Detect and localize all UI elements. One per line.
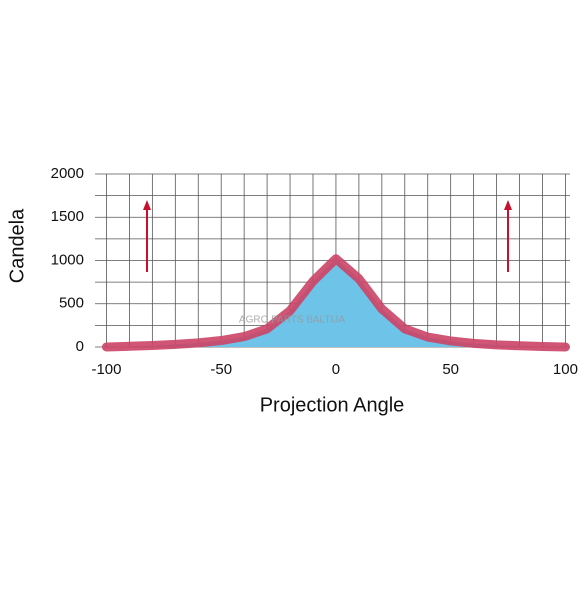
x-tick-label: 50	[442, 361, 459, 378]
plot	[101, 254, 570, 352]
x-tick-label: 0	[332, 361, 340, 378]
arrowhead	[504, 200, 512, 210]
line	[101, 254, 570, 352]
arrowhead	[143, 200, 151, 210]
x-tick-label: 100	[553, 361, 578, 378]
y-tick-label: 2000	[51, 165, 84, 182]
y-tick-label: 0	[76, 338, 84, 355]
x-tick-label: -50	[210, 361, 232, 378]
y-tick-label: 1000	[51, 251, 84, 268]
area	[106, 258, 566, 347]
y-tick-label: 1500	[51, 208, 84, 225]
x-axis-label: Projection Angle	[260, 394, 405, 416]
y-tick-label: 500	[59, 295, 84, 312]
y-axis-label: Candela	[6, 208, 28, 283]
x-tick-label: -100	[91, 361, 121, 378]
watermark: AGRO PARTS BALTIJA	[239, 315, 345, 326]
